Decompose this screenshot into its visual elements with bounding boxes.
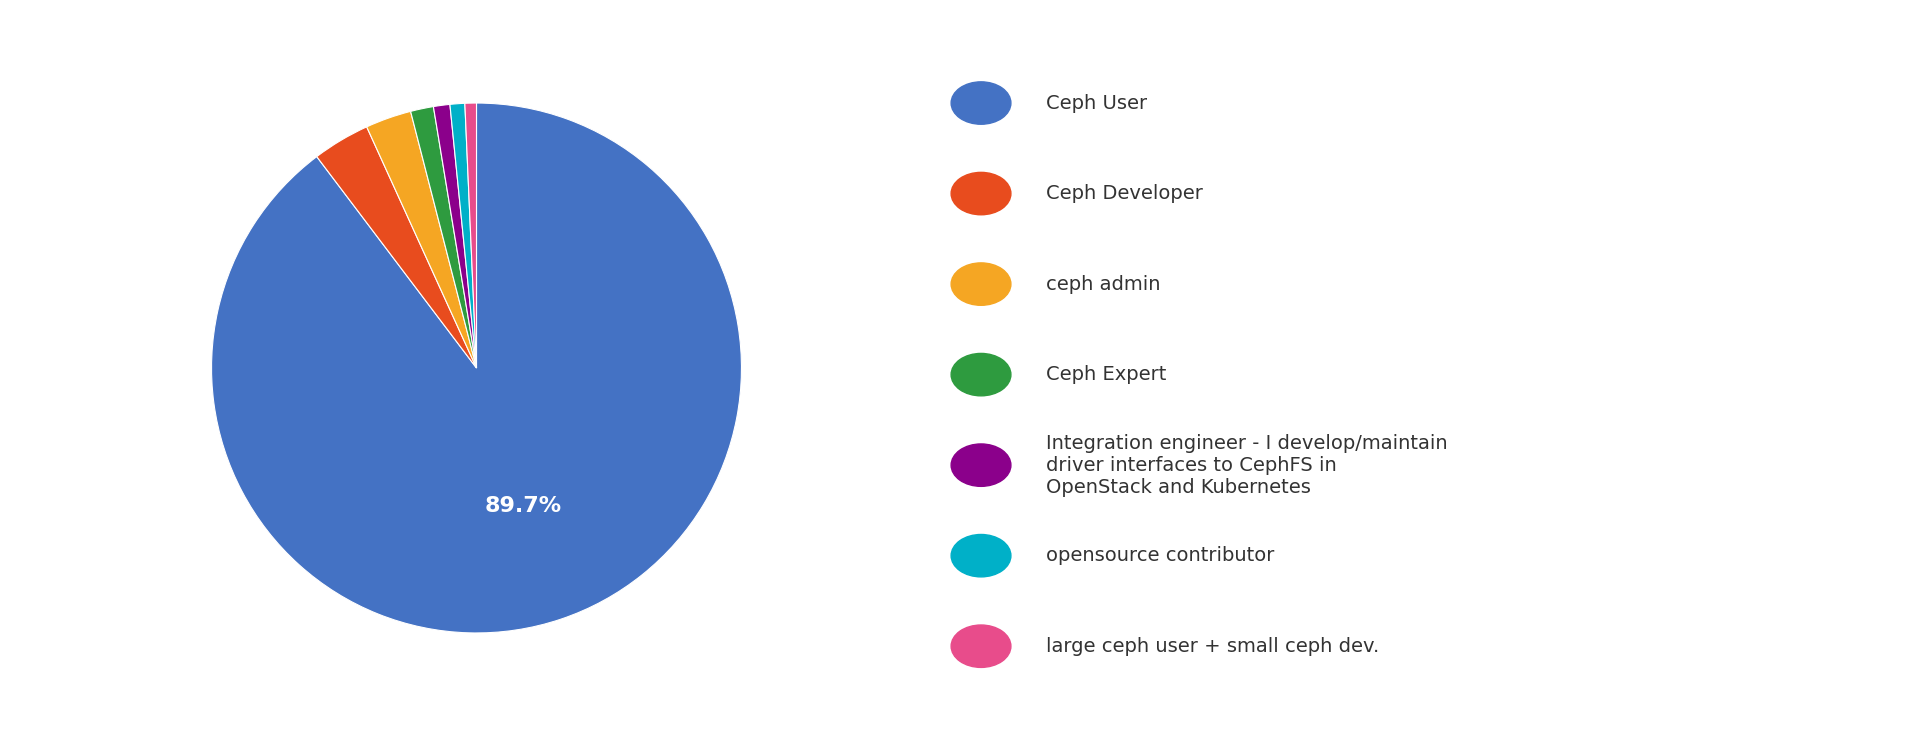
- Circle shape: [951, 444, 1010, 486]
- Circle shape: [951, 82, 1010, 124]
- Wedge shape: [410, 107, 476, 368]
- Circle shape: [951, 263, 1010, 305]
- Text: Ceph Expert: Ceph Expert: [1046, 365, 1166, 384]
- Circle shape: [951, 534, 1010, 577]
- Text: opensource contributor: opensource contributor: [1046, 546, 1274, 565]
- Text: Ceph User: Ceph User: [1046, 93, 1147, 113]
- Text: large ceph user + small ceph dev.: large ceph user + small ceph dev.: [1046, 637, 1379, 656]
- Wedge shape: [450, 103, 476, 368]
- Wedge shape: [316, 127, 476, 368]
- Text: Ceph Developer: Ceph Developer: [1046, 184, 1202, 203]
- Circle shape: [951, 172, 1010, 215]
- Text: ceph admin: ceph admin: [1046, 275, 1160, 294]
- Text: 89.7%: 89.7%: [484, 496, 562, 516]
- Wedge shape: [211, 103, 741, 633]
- Wedge shape: [366, 111, 476, 368]
- Wedge shape: [432, 105, 476, 368]
- Wedge shape: [465, 103, 476, 368]
- Circle shape: [951, 625, 1010, 668]
- Circle shape: [951, 353, 1010, 396]
- Text: Integration engineer - I develop/maintain
driver interfaces to CephFS in
OpenSta: Integration engineer - I develop/maintai…: [1046, 434, 1448, 497]
